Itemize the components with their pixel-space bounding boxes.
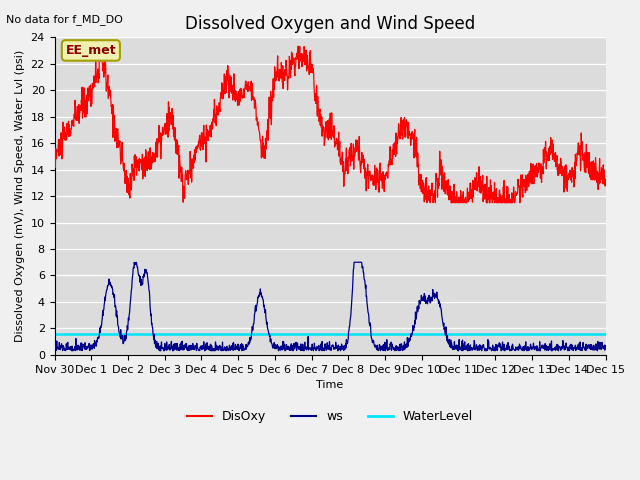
Legend: DisOxy, ws, WaterLevel: DisOxy, ws, WaterLevel <box>182 405 478 428</box>
Text: No data for f_MD_DO: No data for f_MD_DO <box>6 14 124 25</box>
Text: EE_met: EE_met <box>65 44 116 57</box>
Y-axis label: Dissolved Oxygen (mV), Wind Speed, Water Lvl (psi): Dissolved Oxygen (mV), Wind Speed, Water… <box>15 50 25 342</box>
Title: Dissolved Oxygen and Wind Speed: Dissolved Oxygen and Wind Speed <box>185 15 475 33</box>
X-axis label: Time: Time <box>316 380 344 390</box>
